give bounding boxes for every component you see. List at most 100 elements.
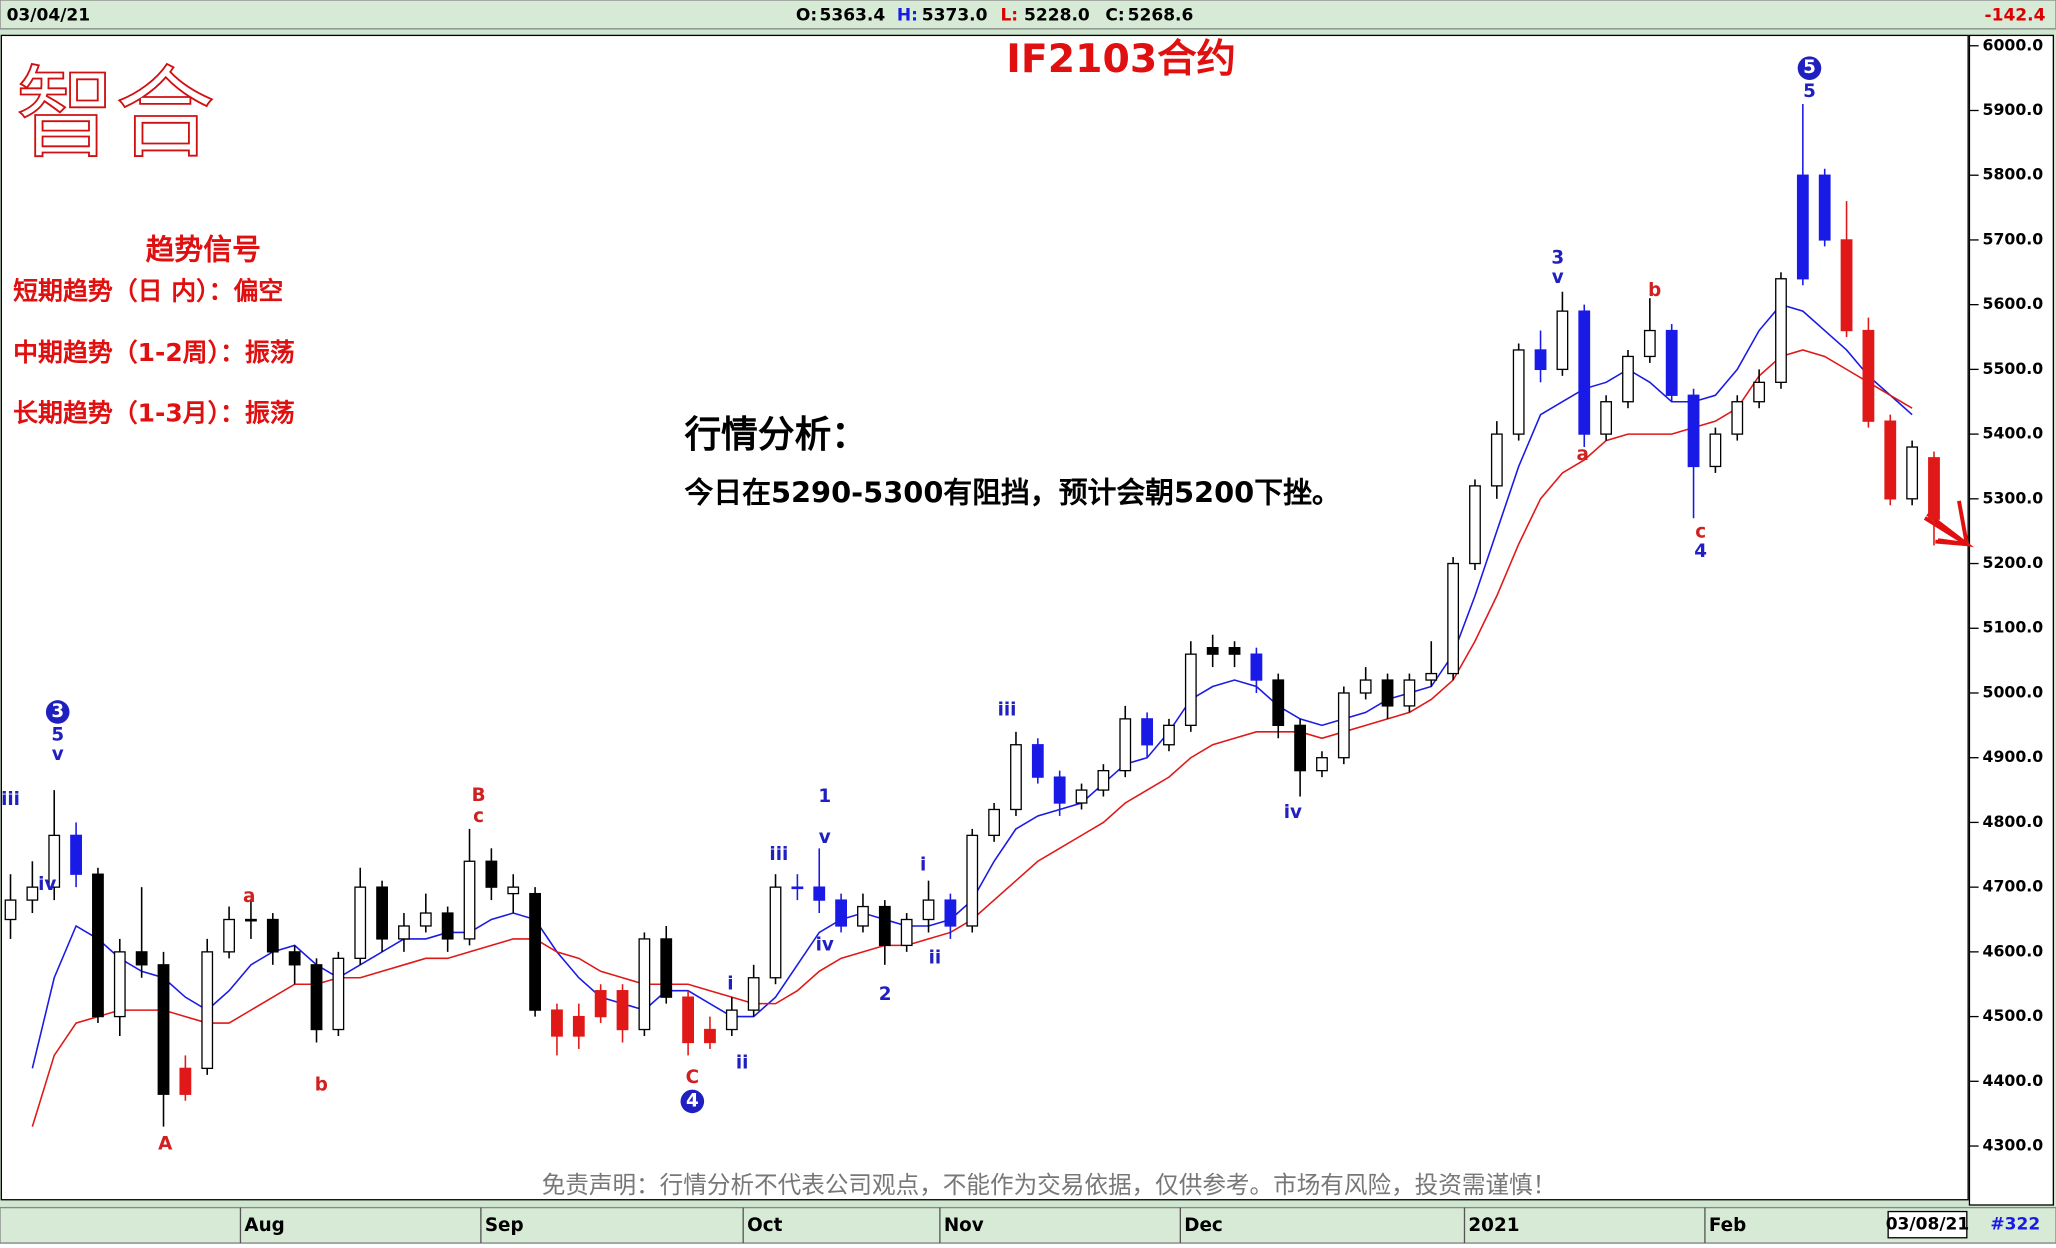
wave-label: B — [472, 785, 486, 806]
y-tick-label: 5000.0 — [1983, 682, 2044, 701]
candle-body — [966, 834, 979, 927]
candle-body — [1775, 278, 1787, 383]
candle-body — [1534, 349, 1547, 371]
candle-body — [419, 912, 432, 927]
candle-body — [1163, 724, 1175, 746]
wave-label: i — [920, 854, 926, 875]
candle-body — [1512, 349, 1525, 435]
candle-body — [988, 808, 1001, 837]
candle-body — [725, 1009, 738, 1031]
y-tick-label: 4600.0 — [1983, 941, 2044, 960]
candle-body — [48, 834, 61, 888]
candle-body — [922, 899, 935, 921]
candle-body — [1469, 485, 1481, 565]
wave-label: 3 — [1551, 247, 1564, 268]
candle-body — [1206, 647, 1219, 655]
disclaimer: 免责声明：行情分析不代表公司观点，不能作为交易依据，仅供参考。市场有风险，投资需… — [542, 1171, 1557, 1199]
candle-body — [1556, 310, 1569, 371]
candle-body — [1906, 446, 1919, 500]
candle-body — [223, 918, 235, 953]
x-tick-label: Feb — [1709, 1215, 1746, 1236]
candle-body — [769, 886, 782, 979]
wave-label: C — [686, 1067, 699, 1088]
wave-label: b — [1648, 280, 1661, 301]
candle-body — [660, 938, 673, 998]
y-tick-label: 5800.0 — [1983, 165, 2044, 184]
candle-body — [1643, 329, 1656, 358]
candle-body — [113, 951, 126, 1018]
candle-body — [1840, 239, 1853, 332]
wave-label: v — [1552, 267, 1564, 288]
chart-title: IF2103合约 — [1006, 36, 1236, 82]
wave-circle — [1797, 56, 1822, 80]
candle-body — [376, 886, 388, 940]
candle-body — [245, 918, 257, 922]
candle-body — [878, 905, 891, 947]
signals-title: 趋势信号 — [146, 233, 261, 267]
y-tick-label: 5200.0 — [1983, 553, 2044, 572]
wave-label: 4 — [686, 1090, 699, 1111]
candle-body — [1796, 174, 1809, 280]
x-tick-label: Dec — [1184, 1215, 1223, 1236]
candle-body — [1622, 355, 1634, 403]
wave-label: c — [473, 806, 484, 827]
candle-body — [201, 951, 214, 1070]
candle-body — [1250, 653, 1263, 681]
candle-body — [1381, 679, 1394, 707]
candle-body — [1403, 679, 1416, 707]
wave-label: 5 — [51, 725, 64, 746]
ohlc-label: O: — [796, 6, 817, 26]
candle-body — [1578, 310, 1591, 435]
wave-label: 4 — [1694, 541, 1707, 562]
trend-arrow-head — [1923, 500, 1969, 547]
candle-body — [594, 990, 607, 1018]
candle-body — [1119, 718, 1132, 772]
candle-body — [1447, 562, 1460, 675]
y-tick-label: 5100.0 — [1983, 618, 2044, 637]
candle-body — [682, 996, 694, 1044]
candle-body — [1753, 381, 1766, 403]
price-axis — [1968, 34, 2055, 1206]
candle-body — [900, 918, 913, 947]
candle-body — [92, 873, 104, 1018]
candle-body — [398, 925, 410, 940]
candle-body — [1709, 433, 1722, 468]
candle-body — [944, 899, 957, 927]
candle-body — [135, 951, 148, 966]
signal-line: 长期趋势（1-3月）：振荡 — [13, 398, 295, 427]
candle-body — [1600, 401, 1613, 435]
wave-label: 2 — [879, 984, 892, 1005]
footer-date: 03/08/21 — [1886, 1215, 1970, 1235]
wave-label: i — [727, 974, 733, 995]
candle-body — [1665, 329, 1678, 396]
wave-label: c — [1695, 521, 1706, 542]
candle-body — [551, 1009, 563, 1037]
y-tick-label: 5300.0 — [1983, 488, 2044, 507]
logo: 智合 — [16, 56, 215, 172]
candle-body — [1359, 679, 1372, 694]
wave-label: 1 — [818, 786, 831, 807]
y-tick-label: 4700.0 — [1983, 877, 2044, 896]
wave-label: v — [52, 744, 64, 765]
ohlc-value: 5228.0 — [1024, 6, 1090, 26]
candle-body — [1884, 420, 1897, 500]
analysis-title: 行情分析： — [684, 413, 868, 456]
wave-label: ii — [736, 1052, 749, 1073]
y-tick-label: 4800.0 — [1983, 812, 2044, 831]
candle-body — [70, 834, 82, 875]
y-tick-label: 5900.0 — [1983, 100, 2044, 119]
candle-body — [1075, 789, 1088, 804]
plot-area — [0, 34, 1969, 1201]
wave-label: iv — [816, 934, 834, 955]
candle-body — [1731, 401, 1744, 435]
footer-date-box — [1887, 1210, 1968, 1239]
ohlc-label: L: — [1000, 6, 1018, 26]
top-bar — [0, 0, 2056, 30]
ohlc-value: 5363.4 — [820, 6, 886, 26]
wave-label: 3 — [51, 701, 64, 722]
candle-body — [507, 886, 520, 895]
x-tick-label: Oct — [747, 1215, 782, 1236]
candle-body — [1490, 433, 1503, 487]
candle-body — [288, 951, 301, 966]
x-tick-label: Aug — [244, 1215, 284, 1236]
